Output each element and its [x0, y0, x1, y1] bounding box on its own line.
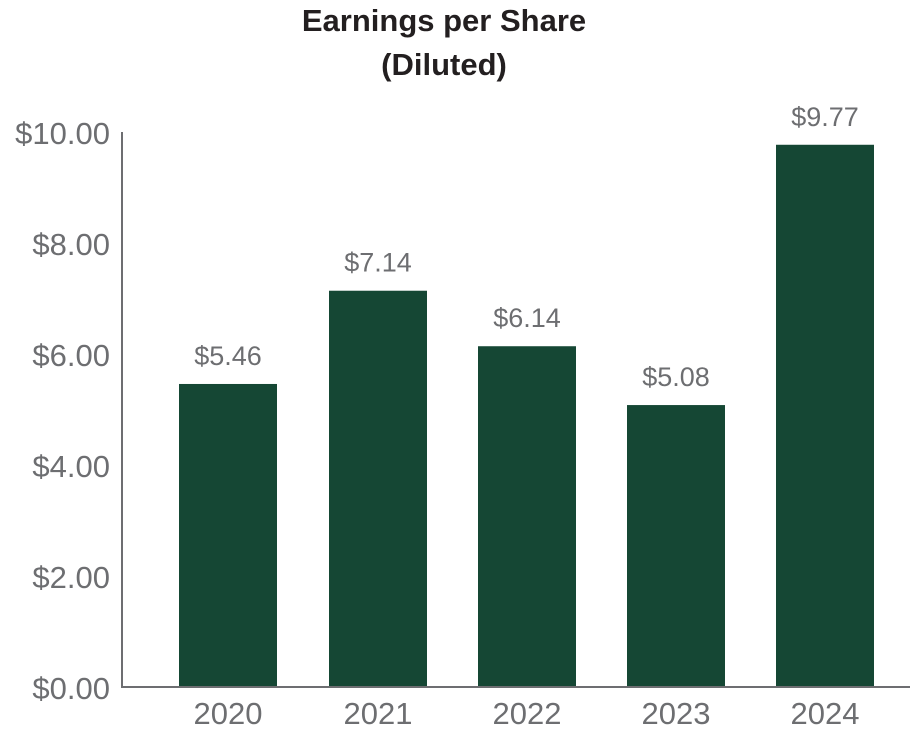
bar-value-label: $5.46: [194, 341, 262, 371]
x-tick-label: 2024: [791, 696, 860, 731]
x-tick-label: 2021: [344, 696, 413, 731]
bar-value-label: $7.14: [344, 248, 412, 278]
bar: [478, 346, 576, 687]
y-tick-label: $4.00: [32, 449, 110, 484]
chart-title-line-2: (Diluted): [381, 47, 507, 82]
y-tick-label: $0.00: [32, 671, 110, 706]
y-axis-tick-labels: $0.00 $2.00 $4.00 $6.00 $8.00 $10.00: [15, 116, 110, 706]
bar-value-label: $6.14: [493, 303, 561, 333]
bars: [179, 144, 874, 687]
y-tick-label: $2.00: [32, 560, 110, 595]
bar: [627, 405, 725, 687]
bar-value-label: $5.08: [642, 362, 710, 392]
y-tick-label: $8.00: [32, 227, 110, 262]
bar: [329, 290, 427, 687]
chart-title-line-1: Earnings per Share: [302, 3, 586, 38]
bar: [179, 383, 277, 687]
bar-value-labels: $5.46 $7.14 $6.14 $5.08 $9.77: [194, 102, 859, 392]
x-tick-label: 2020: [194, 696, 263, 731]
x-tick-label: 2022: [493, 696, 562, 731]
y-tick-label: $6.00: [32, 338, 110, 373]
bar-value-label: $9.77: [791, 102, 859, 132]
bar: [776, 144, 874, 687]
x-axis-tick-labels: 2020 2021 2022 2023 2024: [194, 696, 860, 731]
y-tick-label: $10.00: [15, 116, 110, 151]
x-tick-label: 2023: [642, 696, 711, 731]
